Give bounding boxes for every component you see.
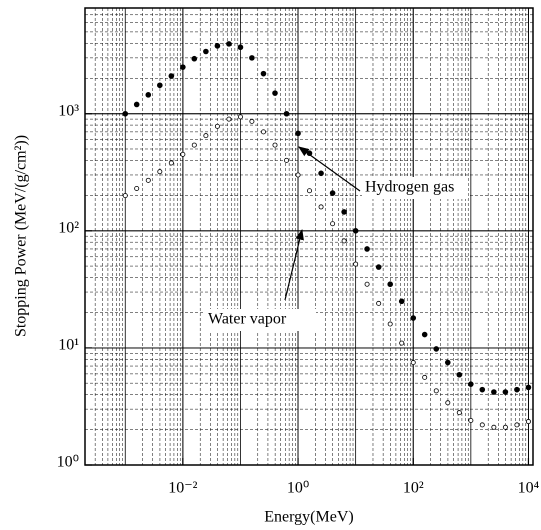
data-point	[330, 221, 336, 227]
data-point	[122, 110, 129, 117]
y-tick-label: 10⁰	[57, 454, 79, 471]
data-point	[260, 129, 266, 135]
data-point	[376, 300, 382, 306]
y-tick-label: 10²	[58, 219, 79, 236]
data-point	[157, 169, 163, 175]
data-point	[502, 389, 509, 395]
data-point	[387, 321, 393, 327]
data-point	[352, 228, 359, 234]
data-point	[249, 55, 255, 61]
data-point	[260, 70, 267, 77]
data-point	[226, 41, 232, 47]
data-point	[180, 64, 186, 70]
data-point	[284, 157, 290, 163]
data-point	[272, 142, 278, 148]
data-point	[295, 130, 301, 137]
data-point	[491, 389, 497, 395]
data-point	[272, 90, 278, 96]
y-tick-label: 10¹	[58, 337, 79, 354]
data-point	[306, 188, 312, 194]
y-axis-label: Stopping Power (MeV/(g/cm²))	[13, 135, 30, 337]
data-point	[468, 381, 474, 387]
data-point	[122, 193, 128, 199]
data-point	[456, 371, 463, 378]
data-point	[468, 417, 474, 423]
data-point	[168, 73, 175, 79]
data-point	[456, 410, 462, 416]
x-tick-label: 10²	[403, 480, 424, 497]
data-point	[341, 238, 347, 244]
data-point	[226, 116, 232, 122]
data-point	[295, 172, 301, 178]
x-tick-label: 10⁰	[287, 480, 309, 497]
data-point	[514, 422, 520, 428]
data-point	[433, 346, 440, 352]
data-point	[364, 281, 370, 287]
data-point	[249, 118, 255, 124]
data-point	[502, 424, 508, 430]
data-point	[421, 331, 428, 338]
data-point	[203, 48, 209, 55]
data-point	[479, 386, 486, 393]
data-point	[479, 422, 485, 428]
data-point	[214, 123, 220, 129]
label-bg	[205, 309, 316, 331]
data-point	[191, 142, 197, 148]
data-point	[491, 424, 497, 430]
data-point	[387, 281, 393, 288]
data-point	[145, 177, 151, 183]
x-tick-label: 10⁻²	[168, 480, 197, 497]
data-point	[318, 170, 324, 177]
grid	[84, 7, 533, 466]
data-point	[318, 204, 324, 210]
data-point	[203, 133, 209, 139]
marks	[122, 41, 532, 430]
data-point	[145, 92, 152, 98]
data-point	[525, 384, 532, 391]
data-point	[237, 44, 244, 51]
data-point	[398, 298, 405, 305]
arrow	[298, 146, 361, 192]
data-point	[214, 43, 221, 49]
data-point	[134, 185, 140, 191]
annotation: Hydrogen gas	[365, 179, 454, 196]
data-point	[364, 246, 370, 252]
data-point	[353, 261, 359, 267]
data-point	[191, 55, 198, 62]
data-point	[133, 101, 140, 108]
data-point	[399, 340, 405, 346]
data-point	[444, 359, 451, 366]
plot-frame	[84, 7, 534, 466]
label-bg	[362, 177, 468, 199]
data-point	[445, 400, 451, 406]
annotation: Water vapor	[208, 311, 287, 328]
x-tick-label: 10⁴	[518, 480, 540, 497]
data-point	[329, 190, 336, 196]
data-point	[168, 160, 174, 166]
data-point	[237, 114, 243, 120]
data-point	[410, 360, 416, 366]
data-point	[375, 264, 382, 270]
y-tick-label: 10³	[58, 102, 79, 119]
data-point	[180, 151, 186, 157]
data-point	[433, 388, 439, 394]
data-point	[422, 374, 428, 380]
data-point	[525, 419, 531, 425]
x-axis-label: Energy(MeV)	[264, 509, 353, 526]
data-point	[514, 386, 520, 393]
data-point	[157, 82, 163, 89]
data-point	[410, 315, 417, 321]
arrow	[284, 228, 304, 301]
data-point	[283, 110, 290, 117]
data-point	[341, 209, 347, 215]
